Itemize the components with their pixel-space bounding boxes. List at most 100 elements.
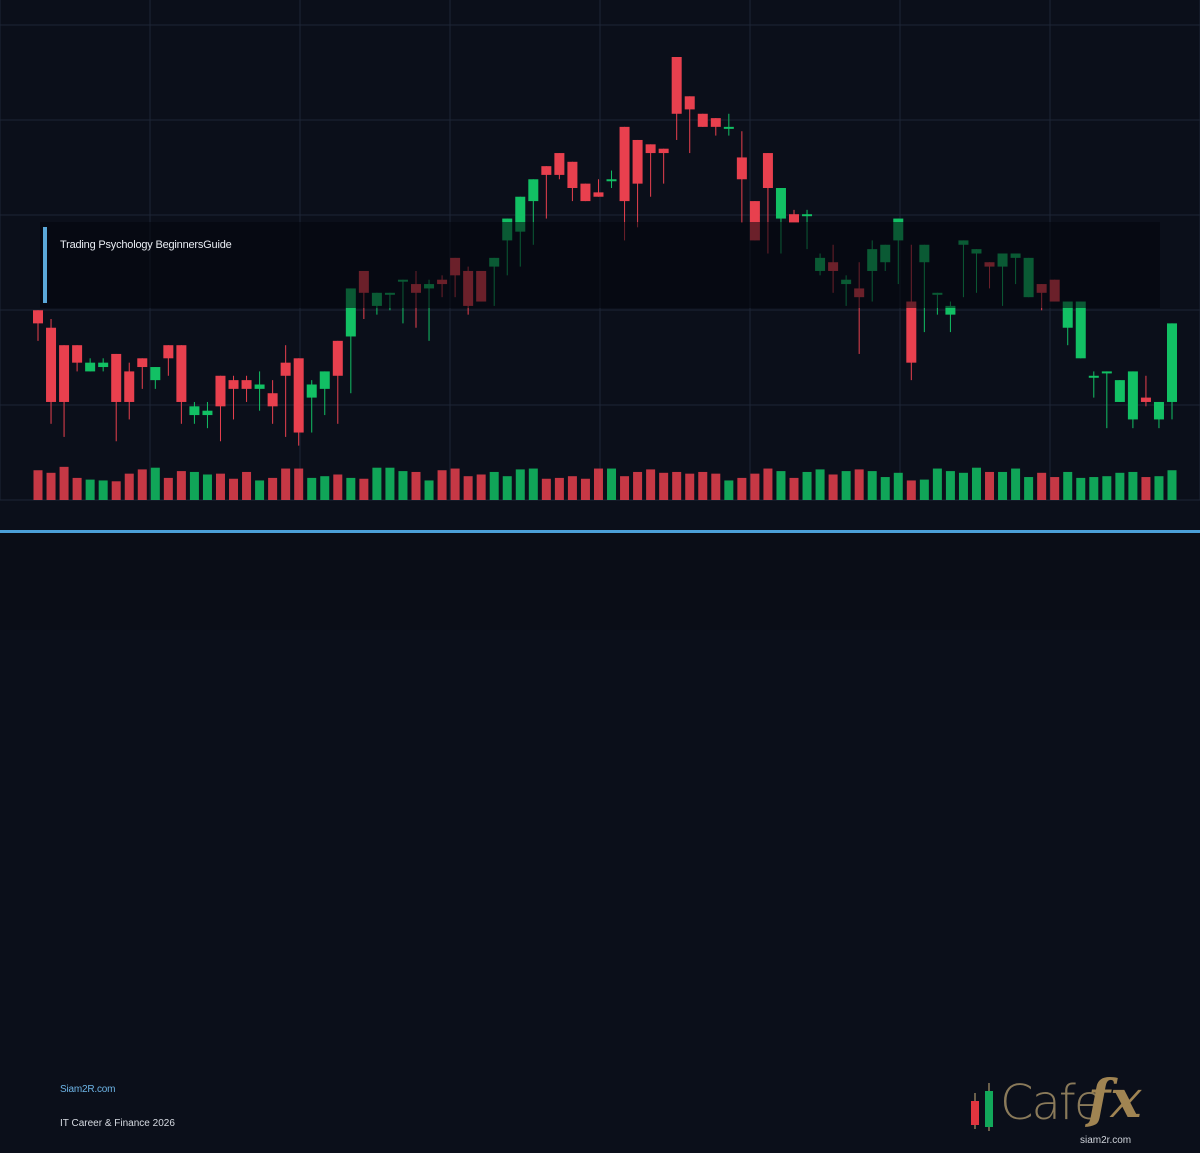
volume-bar [150,467,160,500]
volume-bar [346,477,356,500]
candle-body [85,362,96,372]
candle-body [228,380,239,389]
volume-bar [593,468,603,500]
cafefx-logo: Cafe fx siam2r.com [962,1069,1172,1153]
candle-body [723,126,734,129]
candle-body [241,380,252,389]
volume-bar [737,477,747,500]
candle-body [710,118,721,127]
volume-bar [437,470,447,500]
candle-body [619,126,630,202]
candle-body [802,214,813,217]
candle-body [33,310,43,324]
volume-bar [411,471,421,500]
volume-bar [242,471,252,500]
volume-bar [633,471,643,500]
volume-bar [111,481,121,500]
candle-body [515,196,526,232]
candle-body [163,345,174,359]
volume-bar [294,468,304,500]
volume-bar [489,471,499,500]
chart-title: Trading Psychology BeginnersGuide [60,239,232,251]
volume-bar [789,477,799,500]
candle-body [345,288,356,337]
candle-body [906,301,917,363]
volume-bar [98,480,108,500]
candle-body [1153,401,1164,420]
volume-bar [776,471,786,500]
candle-body [280,362,291,376]
candle-body [1088,375,1099,378]
candle-body [684,96,695,110]
volume-bar [59,466,69,500]
volume-bars [33,466,1177,500]
volume-bar [698,471,708,500]
volume-bar [985,471,995,500]
volume-bar [919,479,929,500]
candle-body [528,179,539,202]
candlestick-chart: Trading Psychology BeginnersGuide [0,0,1200,501]
candle-body [736,157,747,180]
candle-body [202,410,213,416]
candle-body [98,362,109,368]
volume-bar [320,476,330,500]
volume-bar [906,480,916,500]
candle-body [1101,371,1112,374]
volume-bar [1089,477,1099,500]
volume-bar [711,473,721,500]
candle-body [749,201,760,241]
candle-body [254,384,265,389]
volume-bar [1154,476,1164,500]
candle-body [1127,371,1138,420]
candle-body [658,148,669,154]
volume-bar [476,474,486,500]
candlestick-logo-icon [971,1083,993,1131]
candle-body [215,375,226,407]
volume-bar [880,477,890,500]
volume-bar [137,469,147,500]
volume-bar [1128,471,1138,500]
candle-body [632,139,643,184]
candle-body [789,214,799,223]
volume-bar [229,478,239,500]
site-link[interactable]: Siam2R.com [60,1084,116,1095]
volume-bar [424,480,434,500]
volume-bar [46,472,56,500]
candle-body [1075,301,1086,359]
volume-bar [620,476,630,500]
volume-bar [85,479,95,500]
volume-bar [189,471,199,500]
volume-bar [541,478,551,500]
volume-bar [176,471,186,500]
candle-body [593,192,604,197]
candle-body [697,113,708,127]
candle-body [332,340,343,376]
footer: Siam2R.com IT Career & Finance 2026 Cafe… [0,533,1200,1146]
candle-body [293,358,304,433]
volume-bar [1167,470,1177,500]
candle-body [554,153,565,175]
candle-body [945,305,956,315]
volume-bar [841,471,851,500]
volume-bar [307,477,317,500]
candle-body [1062,301,1073,328]
candle-body [189,406,200,416]
candle-body [306,384,317,398]
volume-bar [659,472,669,500]
volume-bar [646,469,656,500]
volume-bar [971,467,981,500]
volume-bar [854,469,864,500]
candle-body [645,144,656,154]
volume-bar [958,472,968,500]
volume-bar [554,477,564,500]
volume-bar [163,477,173,500]
candle-body [580,183,591,202]
candle-body [111,353,122,402]
volume-bar [1076,477,1086,500]
volume-bar [828,474,838,500]
candle-body [567,161,578,188]
volume-bar [998,471,1008,500]
volume-bar [1063,471,1073,500]
candle-body [150,367,161,381]
candle-body [59,345,70,402]
